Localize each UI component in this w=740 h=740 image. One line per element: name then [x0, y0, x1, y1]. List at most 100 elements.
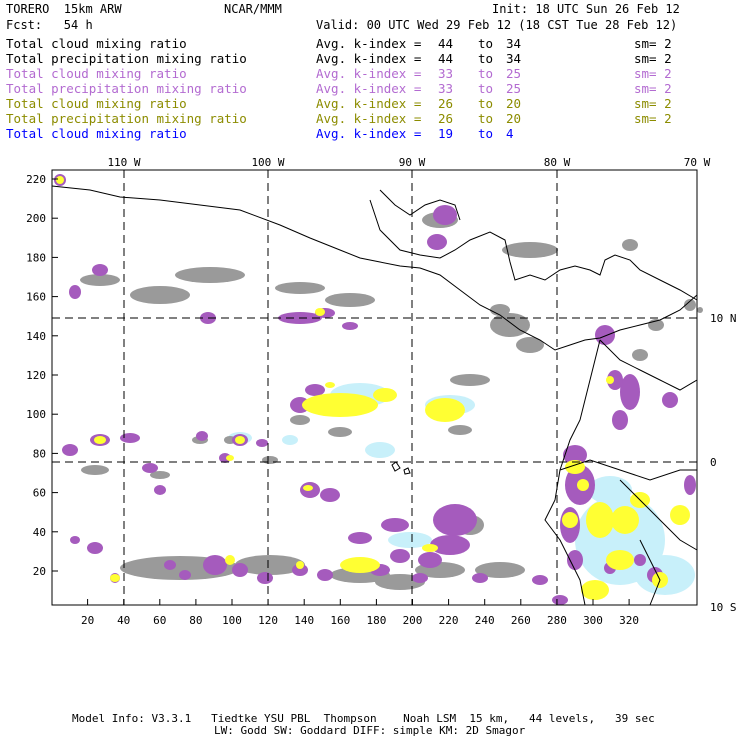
x-tick-label: 220 — [439, 614, 459, 627]
mid-cloud-patch — [317, 569, 333, 581]
mid-cloud-patch — [179, 570, 191, 580]
x-tick-label: 280 — [547, 614, 567, 627]
deep-cloud-patch — [175, 267, 245, 283]
latitude-label: 0 — [710, 456, 717, 469]
init-time: Init: 18 UTC Sun 26 Feb 12 — [492, 2, 680, 16]
longitude-label: 80 W — [544, 156, 571, 169]
top-longitude-labels: 110 W 100 W 90 W 80 W 70 W — [107, 156, 710, 169]
deep-cloud-patch — [490, 313, 530, 337]
mid-cloud-patch — [634, 554, 646, 566]
mid-cloud-patch — [69, 285, 81, 299]
legend-sm: sm= 2 — [634, 81, 672, 96]
deep-cloud-patch — [328, 427, 352, 437]
x-tick-label: 80 — [189, 614, 202, 627]
mid-cloud-patch — [595, 325, 615, 345]
legend-hi: 20 — [506, 96, 522, 111]
y-tick-label: 60 — [33, 487, 46, 500]
mid-cloud-patch — [472, 573, 488, 583]
mid-cloud-patch — [256, 439, 268, 447]
low-cloud-patch — [422, 544, 438, 552]
x-axis: 20 40 60 80 100 120 140 160 180 200 220 240 260 280 30… — [81, 599, 639, 627]
low-cloud-patch — [225, 555, 235, 565]
legend-desc: Total precipitation mixing ratio — [6, 111, 247, 126]
mid-cloud-patch — [684, 475, 696, 495]
legend-to: to — [478, 126, 494, 141]
forecast-hour: Fcst: 54 h — [6, 18, 93, 32]
x-tick-label: 300 — [583, 614, 603, 627]
legend-row: Total precipitation mixing ratio Avg. k-i… — [6, 81, 736, 96]
center-name: NCAR/MMM — [224, 2, 282, 16]
longitude-label: 90 W — [399, 156, 426, 169]
x-tick-label: 20 — [81, 614, 94, 627]
legend-avg: Avg. k-index = — [316, 51, 422, 66]
mid-cloud-patch — [563, 445, 587, 465]
mid-cloud-patch — [203, 555, 227, 575]
longitude-label: 110 W — [107, 156, 140, 169]
legend-lo: 26 — [438, 96, 454, 111]
legend-hi: 20 — [506, 111, 522, 126]
mid-cloud-patch — [418, 552, 442, 568]
deep-cloud-patch — [632, 349, 648, 361]
mid-cloud-patch — [662, 392, 678, 408]
low-cloud-patch — [373, 388, 397, 402]
low-cloud-patch — [606, 550, 634, 570]
x-tick-label: 140 — [294, 614, 314, 627]
footer-physics-info: LW: Godd SW: Goddard DIFF: simple KM: 2D… — [214, 724, 526, 737]
deep-cloud-patch — [475, 562, 525, 578]
mid-cloud-patch — [232, 563, 248, 577]
legend-sm: sm= 2 — [634, 66, 672, 81]
low-cloud-patch — [302, 393, 378, 417]
mid-cloud-patch — [142, 463, 158, 473]
legend-hi: 34 — [506, 36, 522, 51]
low-cloud-patch — [315, 308, 325, 316]
deep-cloud-patch — [684, 299, 696, 311]
x-tick-label: 260 — [511, 614, 531, 627]
mid-cloud-patch — [620, 374, 640, 410]
y-tick-label: 40 — [33, 526, 46, 539]
legend-sm: sm= 2 — [634, 96, 672, 111]
y-tick-label: 220 — [26, 173, 46, 186]
legend-lo: 33 — [438, 66, 454, 81]
legend-hi: 25 — [506, 81, 522, 96]
y-tick-label: 120 — [26, 369, 46, 382]
longitude-label: 70 W — [684, 156, 711, 169]
legend-to: to — [478, 111, 494, 126]
low-cloud-patch — [577, 479, 589, 491]
y-tick-label: 80 — [33, 447, 46, 460]
low-cloud-patch — [340, 557, 380, 573]
latlon-grid — [52, 170, 697, 605]
deep-cloud-patch — [448, 425, 472, 435]
legend-lo: 19 — [438, 126, 454, 141]
deep-cloud-patch — [516, 337, 544, 353]
y-tick-label: 20 — [33, 565, 46, 578]
map-frame — [51, 169, 698, 606]
y-tick-label: 200 — [26, 212, 46, 225]
x-tick-label: 240 — [475, 614, 495, 627]
low-cloud-patch — [235, 436, 245, 444]
legend-hi: 4 — [506, 126, 514, 141]
legend-row: Total cloud mixing ratio Avg. k-index = 19… — [6, 126, 736, 141]
shallow-cloud-patch — [365, 442, 395, 458]
legend-lo: 44 — [438, 36, 454, 51]
mid-cloud-patch — [257, 572, 273, 584]
x-tick-label: 40 — [117, 614, 130, 627]
deep-cloud-patch — [450, 374, 490, 386]
x-tick-label: 180 — [366, 614, 386, 627]
legend-row: Total cloud mixing ratio Avg. k-index = 44… — [6, 36, 736, 51]
mid-cloud-patch — [607, 370, 623, 390]
cloud-patches — [54, 174, 703, 605]
deep-cloud-patch — [490, 304, 510, 316]
x-tick-label: 160 — [330, 614, 350, 627]
legend-avg: Avg. k-index = — [316, 66, 422, 81]
x-tick-label: 120 — [258, 614, 278, 627]
valid-time: Valid: 00 UTC Wed 29 Feb 12 (18 CST Tue … — [316, 18, 678, 32]
shallow-cloud-patch — [282, 435, 298, 445]
mid-cloud-patch — [164, 560, 176, 570]
low-cloud-patch — [325, 382, 335, 388]
deep-cloud-patch — [81, 465, 109, 475]
mid-cloud-patch — [381, 518, 409, 532]
legend-lo: 44 — [438, 51, 454, 66]
y-tick-label: 180 — [26, 251, 46, 264]
legend-desc: Total cloud mixing ratio — [6, 66, 187, 81]
